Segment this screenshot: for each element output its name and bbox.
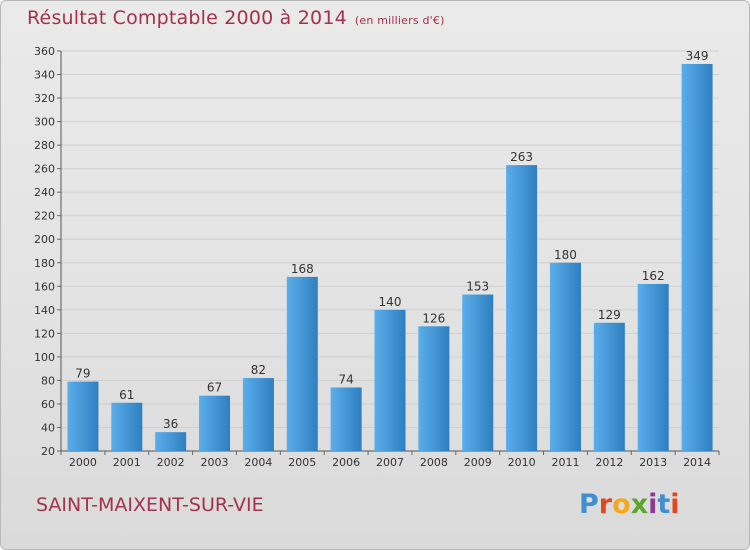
bar-2006 — [330, 387, 362, 451]
y-tick-label: 60 — [41, 398, 55, 411]
title-text: Résultat Comptable 2000 à 2014 — [27, 7, 347, 29]
x-tick-label: 2004 — [244, 456, 272, 469]
data-label: 180 — [554, 248, 577, 262]
data-label: 162 — [642, 269, 665, 283]
location-name: SAINT-MAIXENT-SUR-VIE — [36, 494, 264, 516]
x-tick-labels: 2000 2001 2002 2003 2004 2005 2006 2007 2008 2009… — [60, 451, 720, 469]
logo-letter: x — [630, 489, 649, 520]
y-tick-label: 200 — [34, 233, 55, 246]
data-label: 129 — [598, 308, 621, 322]
y-tick-label: 240 — [34, 186, 55, 199]
y-tick-label: 180 — [34, 257, 55, 270]
data-label: 61 — [119, 388, 134, 402]
bar-2013 — [637, 283, 669, 451]
x-tick-label: 2007 — [376, 456, 404, 469]
y-tick-label: 100 — [34, 351, 55, 364]
bar-2001 — [111, 402, 143, 451]
x-tick-label: 2001 — [113, 456, 141, 469]
data-label: 126 — [422, 311, 445, 325]
logo-letter: i — [670, 489, 680, 520]
x-tick-label: 2003 — [201, 456, 229, 469]
y-tick-label: 260 — [34, 163, 55, 176]
x-tick-label: 2011 — [551, 456, 579, 469]
data-label: 67 — [207, 381, 222, 395]
data-label: 82 — [251, 363, 266, 377]
x-tick-label: 2002 — [157, 456, 185, 469]
data-labels: 79 61 36 67 82 168 74 140 126 153 263 180 129 162 349 — [75, 49, 708, 431]
bar-2009 — [462, 294, 494, 451]
data-label: 79 — [75, 367, 90, 381]
chart-title: Résultat Comptable 2000 à 2014 (en millie… — [27, 7, 445, 29]
x-tick-label: 2005 — [288, 456, 316, 469]
logo-letter: o — [612, 489, 631, 520]
y-tick-label: 220 — [34, 210, 55, 223]
y-tick-label: 120 — [34, 327, 55, 340]
bar-2014 — [681, 63, 713, 452]
bar-2002 — [155, 432, 187, 451]
x-tick-label: 2009 — [464, 456, 492, 469]
data-label: 140 — [379, 295, 402, 309]
logo-letter: P — [579, 489, 599, 520]
y-tick-label: 280 — [34, 139, 55, 152]
y-tick-label: 160 — [34, 280, 55, 293]
y-tick-label: 360 — [34, 45, 55, 58]
proxiti-logo: Proxiti — [579, 489, 680, 520]
bar-2000 — [67, 381, 99, 451]
y-tick-label: 80 — [41, 374, 55, 387]
data-label: 349 — [686, 49, 709, 63]
bar-2012 — [593, 322, 625, 451]
bar-2003 — [199, 395, 231, 451]
y-tick-label: 320 — [34, 92, 55, 105]
x-tick-label: 2012 — [595, 456, 623, 469]
bar-2010 — [506, 165, 538, 451]
y-tick-label: 40 — [41, 421, 55, 434]
y-tick-label: 300 — [34, 116, 55, 129]
y-tick-label: 140 — [34, 304, 55, 317]
x-tick-label: 2014 — [683, 456, 711, 469]
x-tick-label: 2008 — [420, 456, 448, 469]
bar-2011 — [549, 262, 581, 451]
data-label: 168 — [291, 262, 314, 276]
data-label: 263 — [510, 150, 533, 164]
bar-2008 — [418, 326, 450, 451]
data-label: 36 — [163, 417, 178, 431]
bar-2005 — [286, 276, 318, 451]
data-label: 74 — [338, 372, 353, 386]
data-label: 153 — [466, 280, 489, 294]
y-tick-labels: 20 40 60 80 100 120 140 160 180 200 220 240 260 280 30… — [34, 45, 61, 458]
x-tick-label: 2000 — [69, 456, 97, 469]
x-tick-label: 2010 — [508, 456, 536, 469]
chart-subtitle: (en milliers d'€) — [354, 14, 445, 27]
x-tick-label: 2006 — [332, 456, 360, 469]
y-tick-label: 20 — [41, 445, 55, 458]
x-tick-label: 2013 — [639, 456, 667, 469]
bars — [67, 63, 713, 452]
bar-2007 — [374, 309, 406, 451]
logo-letter: i — [648, 489, 658, 520]
logo-letter: r — [598, 489, 613, 520]
y-tick-label: 340 — [34, 69, 55, 82]
bar-2004 — [242, 378, 274, 451]
logo-letter: t — [657, 489, 671, 520]
